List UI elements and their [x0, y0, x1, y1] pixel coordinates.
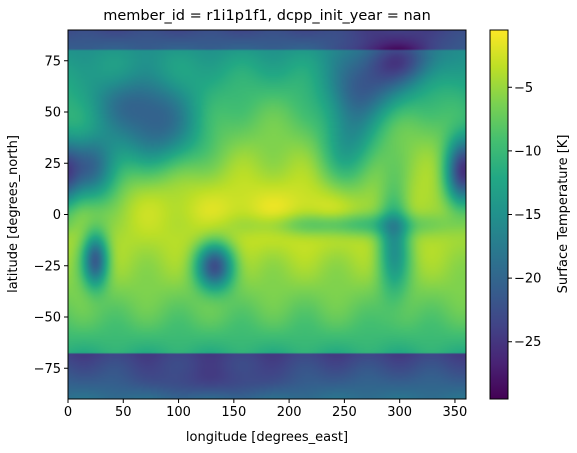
- colorbar-tick-label: −5: [514, 81, 533, 96]
- y-tick-label: 25: [44, 157, 61, 172]
- x-tick-label: 50: [115, 405, 132, 420]
- y-tick-label: −75: [34, 362, 61, 377]
- colorbar-ticks: −25 −20 −15 −10 −5: [508, 81, 541, 350]
- y-tick-label: 50: [44, 106, 61, 121]
- colorbar-label: Surface Temperature [K]: [556, 135, 571, 294]
- heatmap-image: [68, 30, 466, 399]
- y-axis-label: latitude [degrees_north]: [6, 135, 21, 293]
- colorbar-gradient: [490, 30, 508, 399]
- x-axis: 0 50 100 150 200 250 300 350: [64, 399, 467, 420]
- x-tick-label: 0: [64, 405, 72, 420]
- colorbar-tick-label: −25: [514, 335, 541, 350]
- colorbar-tick-label: −15: [514, 208, 541, 223]
- x-tick-label: 100: [166, 405, 191, 420]
- colorbar: −25 −20 −15 −10 −5 Surface Temperature [K]: [489, 29, 571, 400]
- x-axis-label: longitude [degrees_east]: [186, 430, 348, 445]
- colorbar-tick-label: −10: [514, 144, 541, 159]
- y-tick-label: 0: [53, 208, 61, 223]
- y-tick-label: 75: [44, 54, 61, 69]
- x-tick-label: 200: [277, 405, 302, 420]
- y-tick-label: −50: [34, 311, 61, 326]
- y-tick-label: −25: [34, 259, 61, 274]
- y-axis: −75 −50 −25 0 25 50 75: [34, 54, 68, 377]
- heatmap: [68, 30, 466, 399]
- x-tick-label: 350: [443, 405, 468, 420]
- x-tick-label: 300: [387, 405, 412, 420]
- x-tick-label: 150: [221, 405, 246, 420]
- chart-title: member_id = r1i1p1f1, dcpp_init_year = n…: [103, 8, 431, 24]
- colorbar-tick-label: −20: [514, 272, 541, 287]
- x-tick-label: 250: [332, 405, 357, 420]
